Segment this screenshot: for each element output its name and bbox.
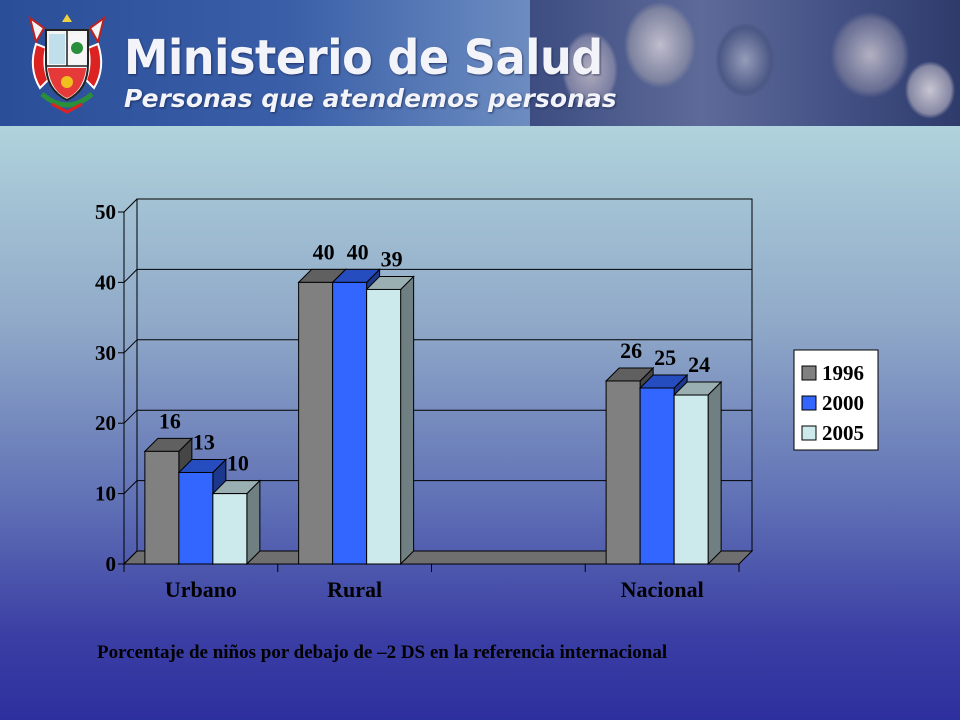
bar-2005-urbano [212, 493, 248, 565]
y-tick-label: 30 [95, 341, 116, 365]
coat-of-arms-icon [28, 14, 106, 114]
category-label: Urbano [165, 577, 237, 602]
legend-swatch-2005 [801, 425, 817, 441]
data-label: 24 [688, 352, 710, 377]
legend-label: 1996 [822, 361, 864, 385]
header-banner: Ministerio de Salud Personas que atendem… [0, 0, 960, 126]
wall-gridline [123, 480, 138, 494]
bar-1996-urbano [144, 450, 180, 565]
legend-label: 2005 [822, 421, 864, 445]
data-label: 16 [159, 408, 181, 433]
bar-2000-urbano [178, 471, 214, 565]
data-label: 26 [620, 338, 642, 363]
y-tick-label: 20 [95, 411, 116, 435]
bar-2000-nacional [639, 387, 675, 565]
data-label: 40 [313, 239, 335, 264]
wall-gridline [123, 269, 138, 283]
data-label: 10 [227, 451, 249, 476]
legend-swatch-1996 [801, 365, 817, 381]
y-tick-label: 0 [106, 552, 117, 576]
data-label: 40 [347, 239, 369, 264]
chart-caption: Porcentaje de niños por debajo de –2 DS … [97, 642, 668, 663]
data-label: 25 [654, 345, 676, 370]
data-label: 13 [193, 429, 215, 454]
bar-2005-nacional [673, 394, 709, 565]
legend-swatch-2000 [801, 395, 817, 411]
y-tick-label: 40 [95, 270, 116, 294]
ministry-subtitle: Personas que atendemos personas [124, 84, 617, 113]
y-tick-label: 10 [95, 482, 116, 506]
ministry-title: Ministerio de Salud [124, 30, 603, 86]
bar-2005-rural [366, 288, 402, 565]
bar-1996-rural [298, 281, 334, 565]
category-label: Rural [327, 577, 382, 602]
wall-gridline [123, 550, 138, 565]
wall-gridline [123, 409, 138, 424]
y-tick-label: 50 [95, 200, 116, 224]
bar-side [246, 479, 261, 566]
category-label: Nacional [621, 577, 704, 602]
bar-2000-rural [332, 281, 368, 565]
wall-gridline [123, 198, 138, 213]
banner-photo [530, 0, 960, 126]
legend-label: 2000 [822, 391, 864, 415]
bar-side [400, 275, 415, 566]
data-label: 39 [381, 246, 403, 271]
bar-side [707, 380, 722, 566]
bar-1996-nacional [605, 380, 641, 565]
wall-gridline [123, 339, 138, 354]
